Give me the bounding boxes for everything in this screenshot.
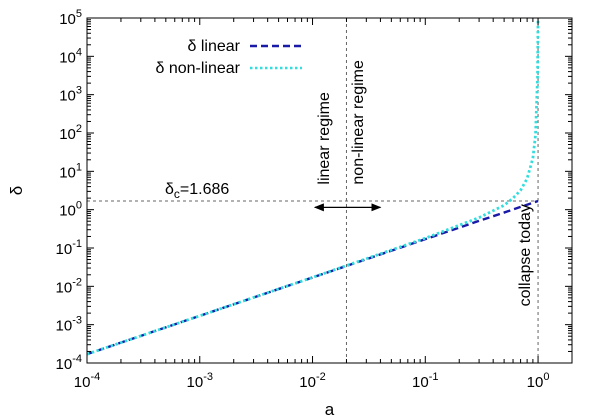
legend-label: δ non-linear	[155, 60, 240, 77]
y-tick-label: 10-3	[56, 315, 82, 335]
x-tick-label: 10-1	[412, 371, 438, 391]
y-tick-label: 10-4	[56, 353, 82, 373]
y-tick-label: 103	[59, 85, 82, 105]
annotations: δc=1.686 linear regime non-linear regime co…	[165, 60, 534, 306]
y-tick-label: 100	[59, 200, 82, 220]
non-linear-regime-label: non-linear regime	[350, 60, 367, 185]
y-tick-labels: 10-4 10-3 10-2 10-1 100 101 102 103 104 105	[56, 8, 82, 373]
x-axis-label: a	[325, 400, 335, 419]
tick-marks	[86, 17, 573, 364]
y-tick-label: 10-1	[56, 238, 82, 258]
threshold-label: δc=1.686	[165, 181, 229, 201]
y-axis-label: δ	[7, 186, 26, 195]
y-tick-label: 104	[59, 46, 82, 66]
linear-regime-label: linear regime	[316, 92, 333, 185]
x-tick-label: 10-4	[74, 371, 100, 391]
plot-frame	[86, 17, 573, 364]
x-tick-label: 10-3	[187, 371, 213, 391]
legend: δ linear δ non-linear	[155, 38, 302, 77]
series-line-1	[86, 199, 539, 356]
x-tick-labels: 10-4 10-3 10-2 10-1 100	[74, 371, 550, 391]
collapse-today-label: collapse today	[517, 204, 534, 306]
y-tick-label: 102	[59, 123, 82, 143]
y-tick-label: 105	[59, 8, 82, 28]
legend-label: δ linear	[188, 38, 241, 55]
y-tick-label: 101	[59, 161, 82, 181]
x-tick-label: 10-2	[299, 371, 325, 391]
y-tick-label: 10-2	[56, 276, 82, 296]
x-tick-label: 100	[527, 371, 550, 391]
series-layer	[86, 17, 540, 356]
